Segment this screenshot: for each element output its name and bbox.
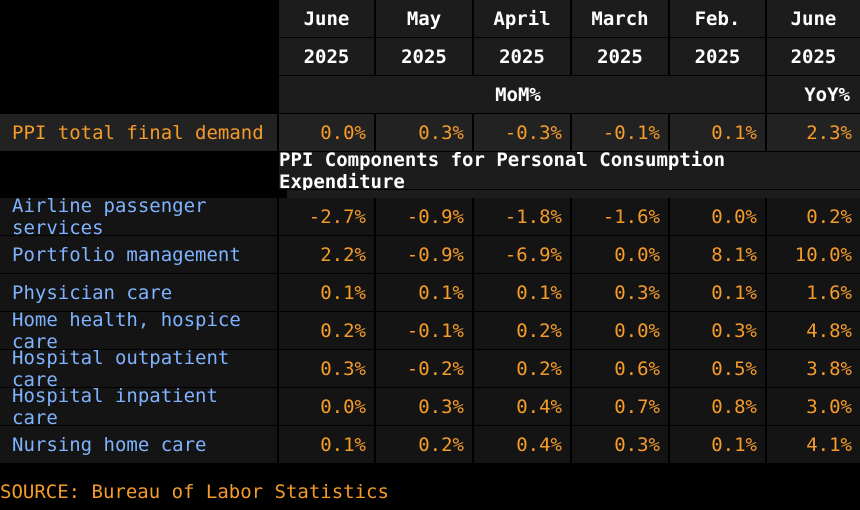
table-row: Hospital outpatient care 0.3% -0.2% 0.2% 0.6…: [0, 347, 860, 391]
ppi-table: June May April March Feb. June 2025 2025…: [0, 0, 860, 464]
spacer-fill: [287, 190, 860, 198]
value-cell: 3.8%: [767, 350, 860, 387]
value-cell: 0.1%: [670, 274, 767, 311]
value-cell: 0.3%: [279, 350, 376, 387]
col-month: April: [474, 0, 572, 37]
yoy-label: YoY%: [767, 76, 860, 113]
row-label: Airline passenger services: [0, 195, 279, 239]
value-cell: -0.3%: [474, 114, 572, 151]
row-label: Physician care: [0, 274, 279, 311]
col-year: 2025: [474, 38, 572, 75]
header-blank: [0, 152, 279, 189]
value-cell: 0.1%: [670, 114, 767, 151]
header-blank: [0, 0, 279, 37]
value-cell: 1.6%: [767, 274, 860, 311]
value-cell: -0.9%: [376, 236, 474, 273]
value-cell: 0.0%: [279, 114, 376, 151]
value-cell: 0.0%: [572, 236, 670, 273]
value-cell: -2.7%: [279, 198, 376, 235]
value-cell: 2.2%: [279, 236, 376, 273]
col-year: 2025: [376, 38, 474, 75]
col-month: June: [279, 0, 376, 37]
value-cell: 0.2%: [279, 312, 376, 349]
value-cell: 0.1%: [474, 274, 572, 311]
col-year: 2025: [670, 38, 767, 75]
row-label: Portfolio management: [0, 236, 279, 273]
value-cell: -0.1%: [376, 312, 474, 349]
col-month: June: [767, 0, 860, 37]
value-cell: 0.3%: [376, 114, 474, 151]
header-blank: [0, 38, 279, 75]
value-cell: 0.5%: [670, 350, 767, 387]
value-cell: 0.4%: [474, 388, 572, 425]
value-cell: 0.3%: [572, 274, 670, 311]
row-label: Hospital outpatient care: [0, 347, 279, 391]
source-note: SOURCE: Bureau of Labor Statistics: [0, 481, 389, 503]
table-row: Portfolio management 2.2% -0.9% -6.9% 0.0% 8.…: [0, 236, 860, 274]
measure-header-row: MoM% YoY%: [0, 76, 860, 114]
month-header-row: June May April March Feb. June: [0, 0, 860, 38]
value-cell: 0.2%: [474, 312, 572, 349]
col-month: Feb.: [670, 0, 767, 37]
row-label: Nursing home care: [0, 426, 279, 463]
table-row: Physician care 0.1% 0.1% 0.1% 0.3% 0.1% 1.6%: [0, 274, 860, 312]
row-label: Hospital inpatient care: [0, 385, 279, 429]
value-cell: -6.9%: [474, 236, 572, 273]
value-cell: 0.1%: [279, 274, 376, 311]
section-title: PPI Components for Personal Consumption …: [279, 149, 860, 193]
value-cell: 0.3%: [572, 426, 670, 463]
value-cell: 0.7%: [572, 388, 670, 425]
col-year: 2025: [767, 38, 860, 75]
value-cell: 2.3%: [767, 114, 860, 151]
value-cell: 0.8%: [670, 388, 767, 425]
header-blank: [0, 76, 279, 113]
col-month: May: [376, 0, 474, 37]
value-cell: -1.8%: [474, 198, 572, 235]
value-cell: 0.2%: [376, 426, 474, 463]
component-rows: Airline passenger services -2.7% -0.9% -1.8…: [0, 195, 860, 464]
value-cell: -0.1%: [572, 114, 670, 151]
value-cell: 0.3%: [376, 388, 474, 425]
col-year: 2025: [572, 38, 670, 75]
value-cell: -0.9%: [376, 198, 474, 235]
table-row: Home health, hospice care 0.2% -0.1% 0.2% 0.…: [0, 309, 860, 353]
year-header-row: 2025 2025 2025 2025 2025 2025: [0, 38, 860, 76]
value-cell: 3.0%: [767, 388, 860, 425]
value-cell: -0.2%: [376, 350, 474, 387]
value-cell: 0.2%: [474, 350, 572, 387]
value-cell: 0.2%: [767, 198, 860, 235]
value-cell: 8.1%: [670, 236, 767, 273]
value-cell: 0.1%: [376, 274, 474, 311]
table-row: Hospital inpatient care 0.0% 0.3% 0.4% 0.7% 0…: [0, 385, 860, 429]
value-cell: 10.0%: [767, 236, 860, 273]
value-cell: 0.1%: [670, 426, 767, 463]
row-label: Home health, hospice care: [0, 309, 279, 353]
table-row: Nursing home care 0.1% 0.2% 0.4% 0.3% 0.1% 4.1…: [0, 426, 860, 464]
ppi-total-row: PPI total final demand 0.0% 0.3% -0.3% -…: [0, 114, 860, 152]
table-row: Airline passenger services -2.7% -0.9% -1.8…: [0, 195, 860, 239]
value-cell: -1.6%: [572, 198, 670, 235]
value-cell: 0.4%: [474, 426, 572, 463]
value-cell: 0.3%: [670, 312, 767, 349]
value-cell: 4.1%: [767, 426, 860, 463]
section-title-row: PPI Components for Personal Consumption …: [0, 149, 860, 193]
row-label: PPI total final demand: [0, 114, 279, 151]
value-cell: 0.6%: [572, 350, 670, 387]
value-cell: 0.0%: [572, 312, 670, 349]
col-month: March: [572, 0, 670, 37]
value-cell: 0.0%: [670, 198, 767, 235]
col-year: 2025: [279, 38, 376, 75]
mom-label: MoM%: [279, 76, 767, 113]
spacer-row: [0, 190, 860, 198]
value-cell: 0.1%: [279, 426, 376, 463]
value-cell: 4.8%: [767, 312, 860, 349]
value-cell: 0.0%: [279, 388, 376, 425]
spacer-blank: [0, 190, 288, 198]
